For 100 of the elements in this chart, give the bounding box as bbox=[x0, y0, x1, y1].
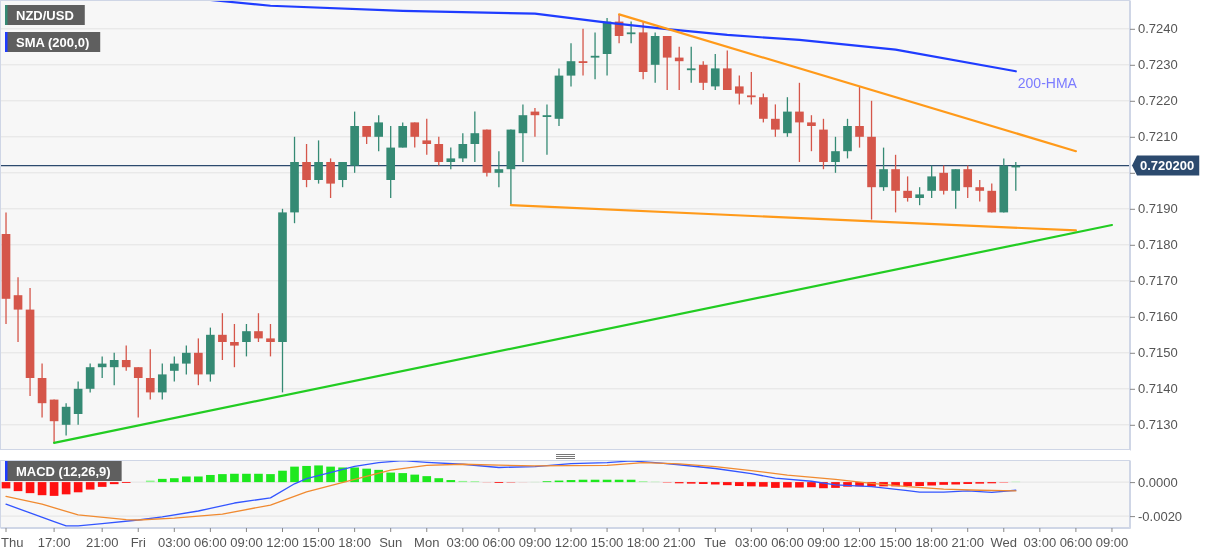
bar bbox=[771, 482, 780, 488]
bar bbox=[290, 466, 299, 483]
candlestick bbox=[242, 323, 251, 358]
annotation: 200-HMA bbox=[1017, 75, 1078, 92]
candlestick bbox=[939, 164, 948, 196]
x-tick-label: Thu bbox=[1, 534, 24, 550]
candlestick bbox=[169, 355, 179, 383]
candlestick bbox=[338, 161, 347, 188]
x-tick-label: 12:00 bbox=[843, 534, 876, 550]
x-tick-label: 06:00 bbox=[1059, 534, 1093, 550]
bar bbox=[242, 473, 251, 483]
candlestick bbox=[446, 146, 456, 170]
x-tick-label: 21:00 bbox=[85, 534, 119, 550]
bar bbox=[939, 482, 948, 485]
candlestick bbox=[759, 92, 768, 124]
candlestick bbox=[734, 74, 744, 106]
y-tick-label: 0.7230 bbox=[1138, 57, 1178, 73]
bar bbox=[446, 480, 456, 483]
candlestick bbox=[987, 182, 997, 214]
x-tick-label: 09:00 bbox=[807, 534, 840, 550]
x-tick-label: 21:00 bbox=[662, 534, 696, 550]
x-tick-label: 09:00 bbox=[1095, 534, 1129, 550]
candlestick bbox=[518, 103, 528, 163]
x-tick-label: Fri bbox=[130, 534, 146, 550]
y-tick-label: 0.7240 bbox=[1138, 21, 1178, 37]
bar bbox=[97, 482, 107, 487]
candlestick bbox=[626, 20, 636, 44]
candlestick bbox=[326, 157, 335, 199]
bar bbox=[302, 465, 311, 483]
x-tick-label: 12:00 bbox=[554, 534, 588, 550]
candlestick bbox=[891, 154, 900, 214]
x-tick-label: Tue bbox=[704, 534, 727, 550]
bar bbox=[206, 474, 215, 483]
candlestick bbox=[747, 71, 756, 106]
bar bbox=[326, 466, 335, 483]
bar bbox=[85, 482, 95, 490]
bar bbox=[49, 482, 59, 496]
x-tick-label: 06:00 bbox=[194, 534, 227, 550]
x-tick-label: 06:00 bbox=[482, 534, 516, 550]
candlestick bbox=[698, 60, 708, 91]
candlestick bbox=[302, 143, 311, 188]
x-tick-label: 12:00 bbox=[266, 534, 299, 550]
bar bbox=[278, 470, 287, 483]
bar bbox=[386, 472, 396, 483]
bar bbox=[783, 482, 792, 488]
y-tick-label: 0.7170 bbox=[1138, 273, 1178, 289]
bar bbox=[747, 482, 756, 487]
candlestick bbox=[61, 402, 71, 437]
x-tick-label: 17:00 bbox=[37, 534, 71, 550]
candlestick bbox=[458, 132, 468, 163]
y-tick-label: 0.7220 bbox=[1138, 93, 1178, 109]
y-tick-label: 0.7160 bbox=[1138, 309, 1178, 325]
candlestick bbox=[963, 164, 973, 199]
x-tick-label: 03:00 bbox=[446, 534, 480, 550]
bar bbox=[109, 482, 119, 485]
candlestick bbox=[398, 121, 408, 149]
bar bbox=[434, 478, 444, 483]
candlestick bbox=[771, 103, 780, 138]
x-tick-label: 18:00 bbox=[338, 534, 371, 550]
bar bbox=[927, 482, 936, 486]
x-tick-label: 06:00 bbox=[771, 534, 804, 550]
bar bbox=[37, 482, 47, 496]
y-tick-label: 0.7130 bbox=[1138, 417, 1178, 433]
candlestick bbox=[109, 352, 119, 386]
x-tick-label: Sun bbox=[379, 534, 403, 550]
bar bbox=[182, 476, 191, 483]
x-tick-label: 18:00 bbox=[626, 534, 660, 550]
candlestick bbox=[903, 175, 912, 203]
bar bbox=[157, 478, 167, 483]
bar bbox=[61, 482, 71, 495]
x-tick-label: 18:00 bbox=[915, 534, 948, 550]
candlestick bbox=[218, 312, 227, 361]
bar bbox=[807, 482, 816, 488]
x-tick-label: 15:00 bbox=[302, 534, 335, 550]
bar bbox=[230, 473, 239, 483]
y-tick-label: 0.7190 bbox=[1138, 201, 1178, 217]
candlestick bbox=[254, 312, 263, 343]
candlestick bbox=[686, 46, 696, 84]
bar bbox=[422, 476, 432, 483]
bar bbox=[398, 473, 408, 483]
candlestick bbox=[590, 31, 600, 80]
bar bbox=[795, 482, 804, 488]
candlestick bbox=[710, 53, 720, 91]
y-tick-label: 0.7150 bbox=[1138, 345, 1178, 361]
x-tick-label: 03:00 bbox=[735, 534, 768, 550]
y-tick-label: 0.7140 bbox=[1138, 381, 1178, 397]
candlestick bbox=[374, 114, 383, 152]
y-tick-label: -0.0020 bbox=[1138, 508, 1183, 524]
bar bbox=[903, 482, 912, 487]
candlestick bbox=[121, 344, 131, 372]
bar bbox=[915, 482, 924, 487]
candlestick bbox=[722, 49, 732, 91]
candlestick bbox=[542, 103, 552, 156]
legend-label: SMA (200,0) bbox=[16, 34, 90, 50]
x-tick-label: Mon bbox=[414, 534, 440, 550]
candlestick bbox=[49, 398, 59, 444]
x-tick-label: 09:00 bbox=[518, 534, 552, 550]
bar bbox=[25, 482, 35, 494]
bar bbox=[374, 469, 383, 483]
candlestick bbox=[795, 82, 804, 163]
